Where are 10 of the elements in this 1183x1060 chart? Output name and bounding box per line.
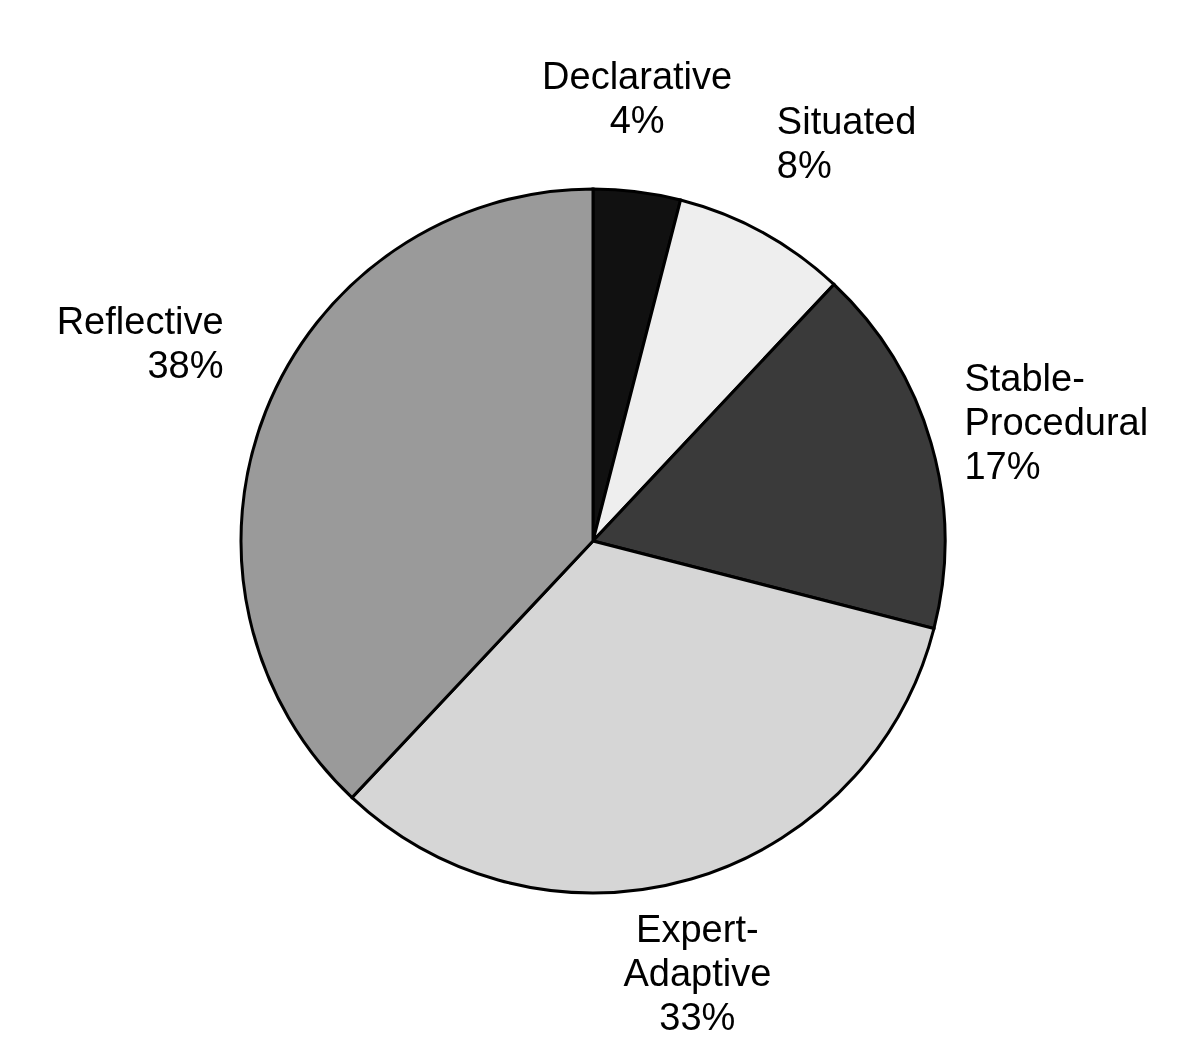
data-label: 33% xyxy=(659,996,736,1039)
data-label: 17% xyxy=(964,444,1041,487)
slice-label: Reflective xyxy=(56,299,224,342)
data-label: 4% xyxy=(609,99,665,142)
slice-label: Situated xyxy=(776,100,917,143)
slice-label: Declarative xyxy=(542,55,733,98)
data-label: 8% xyxy=(776,144,832,187)
slice-label: Stable-Procedural xyxy=(964,356,1149,443)
slice-label: Expert-Adaptive xyxy=(623,908,772,995)
data-label: 38% xyxy=(147,343,224,386)
